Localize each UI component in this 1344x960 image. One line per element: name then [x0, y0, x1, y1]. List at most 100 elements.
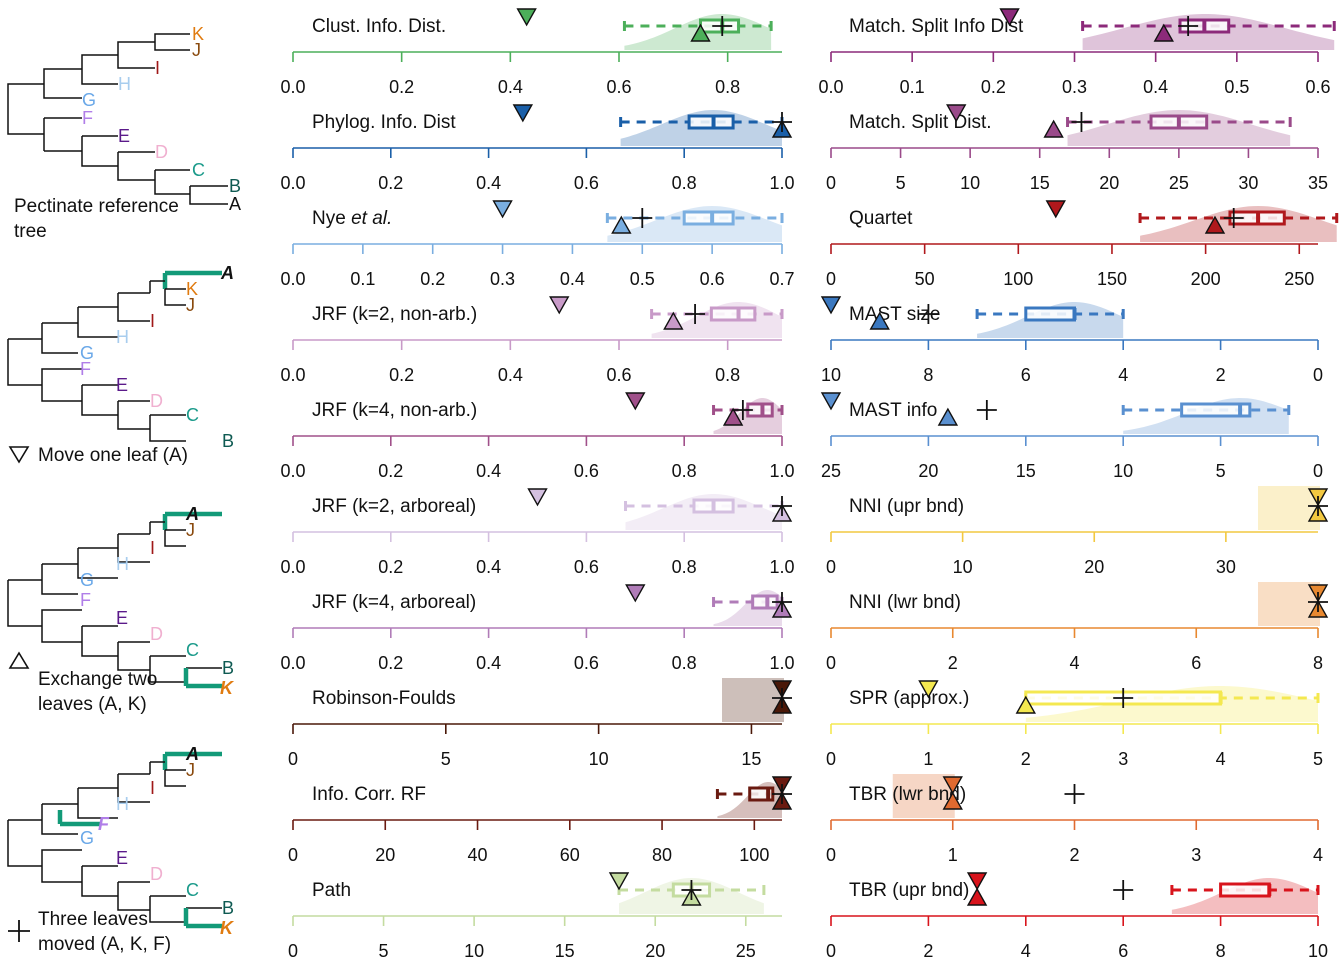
marker-move-one — [822, 297, 840, 313]
tree-branch — [118, 42, 155, 68]
panel-title: NNI (lwr bnd) — [849, 592, 961, 613]
panel-spr-approx-: 0 1 2 3 4 5SPR (approx.) — [826, 681, 1323, 769]
tree-branch — [82, 55, 118, 84]
title-italic: et al. — [351, 208, 392, 229]
x-tick-label: 0.0 — [280, 173, 305, 193]
x-tick-label: 0.1 — [900, 77, 925, 97]
x-tick-label: 0.5 — [1224, 77, 1249, 97]
x-tick-label: 1 — [923, 749, 933, 769]
legend-three: Three leaves moved (A, K, F) — [8, 909, 171, 955]
x-tick-label: 250 — [1284, 269, 1314, 289]
leaf-label-B: B — [229, 176, 241, 196]
legend-exchange-label-line2: leaves (A, K) — [38, 694, 147, 715]
tree-branch — [155, 34, 190, 50]
marker-move-one — [518, 9, 536, 25]
tree-branch — [42, 369, 82, 385]
leaf-label-B: B — [222, 898, 234, 918]
box-iqr — [1026, 308, 1075, 320]
x-tick-label: 0.4 — [498, 365, 523, 385]
tree-branch — [150, 415, 186, 441]
x-tick-label: 0 — [826, 749, 836, 769]
tree-branch — [165, 770, 186, 786]
tree-branch — [8, 84, 44, 134]
marker-three — [1113, 880, 1133, 900]
tree-branch — [78, 307, 118, 337]
panel-title: TBR (upr bnd) — [849, 880, 969, 901]
x-tick-label: 6 — [1118, 941, 1128, 960]
plus-icon — [8, 920, 30, 942]
x-tick-label: 4 — [1118, 365, 1128, 385]
box-iqr — [684, 212, 733, 224]
leaf-label-J: J — [186, 520, 195, 540]
x-tick-label: 8 — [1313, 653, 1323, 673]
marker-exchange — [939, 409, 957, 425]
leaf-label-E: E — [116, 375, 128, 395]
tree-branch — [8, 820, 42, 866]
leaf-label-G: G — [82, 90, 96, 110]
panel-title: NNI (upr bnd) — [849, 496, 964, 517]
panel-mast-size: 10 8 6 4 2 0MAST size — [821, 297, 1323, 385]
x-tick-label: 30 — [1216, 557, 1236, 577]
x-tick-label: 0 — [826, 557, 836, 577]
x-tick-label: 5 — [441, 749, 451, 769]
leaf-label-F: F — [82, 108, 93, 128]
x-tick-label: 10 — [1113, 461, 1133, 481]
panel-title: Info. Corr. RF — [312, 784, 426, 805]
x-tick-label: 0.6 — [606, 77, 631, 97]
x-tick-label: 0 — [826, 941, 836, 960]
x-tick-label: 2 — [948, 653, 958, 673]
tree-branch — [82, 866, 118, 896]
x-tick-label: 0.0 — [280, 365, 305, 385]
x-tick-label: 3 — [1191, 845, 1201, 865]
x-tick-label: 3 — [1118, 749, 1128, 769]
x-tick-label: 0 — [1313, 461, 1323, 481]
x-tick-label: 0.7 — [769, 269, 794, 289]
tree-branch — [118, 642, 150, 670]
panel-title: JRF (k=4, arboreal) — [312, 592, 476, 613]
x-tick-label: 15 — [1030, 173, 1050, 193]
legend-move-one-label: Move one leaf (A) — [38, 445, 188, 466]
panel-tbr-lwr-bnd-: 0 1 2 3 4TBR (lwr bnd) — [826, 774, 1323, 865]
x-tick-label: 0.3 — [490, 269, 515, 289]
x-tick-label: 0.6 — [700, 269, 725, 289]
tree-branch — [44, 69, 82, 98]
tree-branch — [155, 170, 190, 194]
tree-branch — [8, 339, 42, 385]
x-tick-label: 80 — [652, 845, 672, 865]
panel-jrf-k-4-non-arb-: 0.0 0.2 0.4 0.6 0.8 1.0JRF (k=4, non-arb.) — [280, 393, 794, 481]
leaf-label-C: C — [186, 640, 199, 660]
marker-move-one — [626, 393, 644, 409]
x-tick-label: 10 — [821, 365, 841, 385]
marker-three — [1065, 784, 1085, 804]
tree-branch — [165, 289, 186, 305]
marker-move-one — [822, 393, 840, 409]
x-tick-label: 40 — [468, 845, 488, 865]
panel-quartet: 0 50 100 150 200 250 Quartet — [826, 201, 1337, 289]
tree-branch — [42, 626, 82, 642]
legend-exchange-label: Exchange two — [38, 669, 157, 690]
leaf-label-F: F — [80, 359, 91, 379]
x-tick-label: 0.4 — [560, 269, 585, 289]
panel-match-split-info-dist: 0.0 0.1 0.2 0.3 0.4 0.5 0.6Match. Split Info D… — [818, 9, 1334, 97]
panel-title: Match. Split Dist. — [849, 112, 992, 133]
x-tick-label: 0.0 — [280, 653, 305, 673]
tree-branch — [118, 152, 155, 180]
x-tick-label: 0 — [826, 845, 836, 865]
x-tick-label: 0.2 — [389, 77, 414, 97]
panel-jrf-k-2-non-arb-: 0.0 0.2 0.4 0.6 0.8JRF (k=2, non-arb.) — [280, 297, 782, 385]
tree-branch — [82, 136, 118, 166]
tree-branch — [118, 882, 150, 910]
x-tick-label: 0.2 — [378, 461, 403, 481]
leaf-label-D: D — [150, 624, 163, 644]
legend-move-one: Move one leaf (A) — [10, 445, 188, 466]
tree-branch — [82, 626, 118, 656]
x-tick-label: 0 — [288, 749, 298, 769]
x-tick-label: 2 — [923, 941, 933, 960]
x-tick-label: 10 — [960, 173, 980, 193]
x-tick-label: 0 — [288, 941, 298, 960]
box-iqr — [1221, 884, 1270, 896]
x-tick-label: 0.0 — [280, 461, 305, 481]
marker-move-one — [529, 489, 547, 505]
leaf-label-D: D — [150, 391, 163, 411]
tree-branch — [165, 530, 186, 546]
